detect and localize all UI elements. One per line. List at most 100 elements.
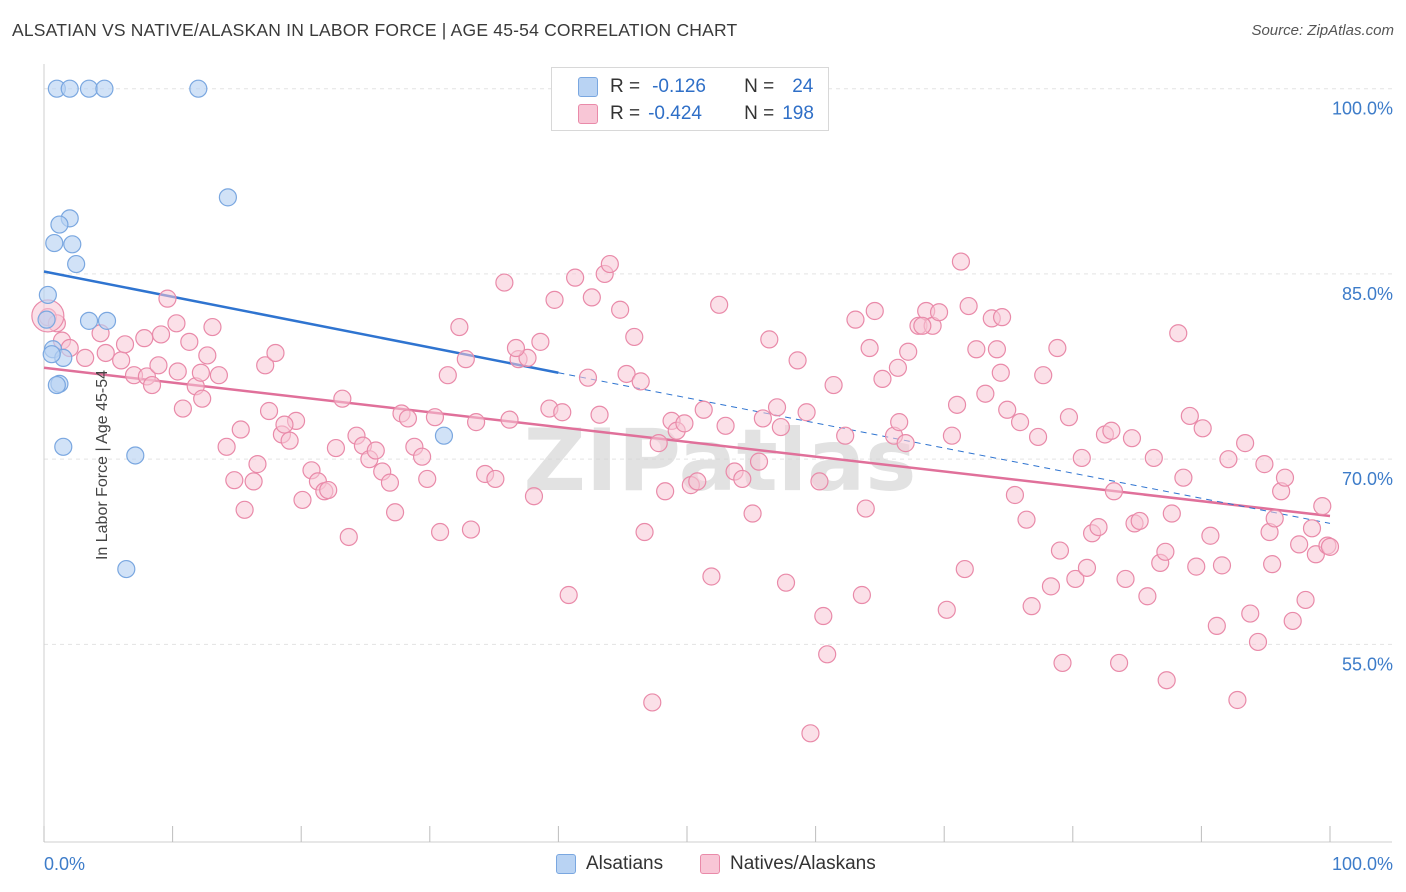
n-label: N =	[744, 103, 775, 124]
natives-point	[836, 426, 855, 445]
natives-point	[115, 335, 135, 354]
natives-point	[1265, 509, 1284, 528]
natives-point	[466, 413, 486, 432]
natives-point	[1022, 597, 1041, 616]
x-tick-label-min: 0.0%	[44, 854, 85, 874]
natives-point	[688, 472, 707, 491]
natives-point	[801, 724, 820, 743]
natives-point	[899, 342, 918, 361]
natives-point	[788, 351, 807, 370]
natives-point	[1050, 541, 1070, 560]
natives-point	[611, 300, 630, 319]
natives-point	[753, 409, 772, 428]
natives-point	[743, 504, 762, 523]
natives-point	[1005, 485, 1025, 505]
natives-point	[1193, 419, 1212, 438]
y-tick-label: 55.0%	[1342, 654, 1393, 674]
natives-point	[1156, 542, 1175, 561]
gridlines	[44, 88, 1392, 645]
natives-point	[1236, 434, 1255, 453]
natives-point	[203, 317, 222, 337]
natives-point	[976, 384, 995, 403]
natives-point	[635, 522, 654, 542]
natives-point	[998, 400, 1017, 419]
natives-point	[955, 559, 974, 579]
natives-point	[333, 389, 352, 408]
blue-swatch	[578, 77, 598, 97]
natives-point	[1028, 427, 1048, 447]
y-tick-label: 70.0%	[1342, 469, 1393, 489]
natives-point	[1017, 510, 1036, 529]
natives-point	[856, 499, 875, 518]
natives-point	[1313, 497, 1332, 516]
natives-point	[1302, 519, 1322, 538]
natives-point	[1104, 482, 1124, 501]
r-label: R =	[610, 103, 641, 124]
natives-point	[1290, 535, 1309, 554]
natives-point	[142, 375, 162, 395]
natives-point	[1187, 557, 1206, 576]
tick-labels: 55.0% 70.0% 85.0% 100.0% 0.0% 100.0%	[44, 99, 1393, 874]
alsatians-point	[45, 233, 64, 253]
natives-point	[326, 438, 346, 458]
natives-point	[486, 469, 505, 489]
alsatians-point	[97, 311, 117, 330]
source-label: Source: ZipAtlas.com	[1251, 22, 1394, 39]
natives-point	[937, 600, 956, 619]
alsatians-point	[37, 310, 56, 329]
chart-title: ALSATIAN VS NATIVE/ALASKAN IN LABOR FORC…	[12, 20, 738, 40]
alsatians-point	[60, 79, 79, 98]
natives-point	[625, 327, 644, 347]
natives-point	[590, 405, 609, 424]
natives-point	[1219, 450, 1238, 469]
natives-point	[1255, 455, 1274, 474]
blue-swatch	[556, 854, 576, 874]
natives-point	[1180, 406, 1199, 426]
natives-point	[776, 573, 796, 592]
natives-point	[1263, 555, 1282, 574]
natives-point	[380, 473, 400, 492]
natives-point	[191, 363, 210, 382]
natives-point	[225, 471, 244, 490]
natives-point	[259, 401, 279, 421]
y-tick-label: 100.0%	[1332, 99, 1393, 119]
natives-point	[824, 375, 843, 395]
natives-point	[890, 413, 909, 432]
alsatians-point	[63, 235, 82, 254]
natives-point	[456, 350, 475, 369]
natives-point	[991, 363, 1010, 382]
y-axis-label: In Labor Force | Age 45-54	[94, 369, 112, 561]
natives-point	[531, 332, 550, 351]
legend-item-alsatians: Alsatians	[556, 850, 663, 878]
natives-point	[545, 290, 564, 309]
alsatians-point	[117, 559, 136, 579]
natives-point	[450, 317, 469, 337]
alsatians-point	[54, 437, 73, 456]
alsatians-point	[38, 285, 57, 305]
natives-point	[1275, 468, 1295, 487]
natives-point	[438, 366, 457, 385]
legend-item-natives: Natives/Alaskans	[700, 850, 876, 878]
natives-point	[412, 447, 432, 466]
natives-point	[896, 434, 915, 453]
natives-point	[248, 455, 267, 474]
x-tick-label-max: 100.0%	[1332, 854, 1393, 874]
legend-row-alsatians: R = -0.126 N = 24	[552, 74, 813, 100]
natives-point	[244, 472, 263, 491]
natives-point	[578, 368, 598, 387]
natives-point	[814, 606, 833, 626]
axes	[43, 64, 1392, 843]
natives-point	[135, 329, 154, 348]
alsatians-point	[218, 188, 237, 207]
natives-point	[1283, 611, 1302, 631]
natives-point	[553, 403, 572, 422]
natives-point	[518, 348, 537, 368]
n-label: N =	[744, 76, 775, 97]
r-value: -0.424	[648, 103, 702, 124]
natives-point	[398, 409, 418, 428]
natives-point	[846, 310, 865, 329]
natives-point	[1174, 468, 1193, 487]
natives-point	[1077, 558, 1097, 577]
alsatians-point	[50, 215, 69, 234]
alsatians-points	[37, 79, 454, 579]
